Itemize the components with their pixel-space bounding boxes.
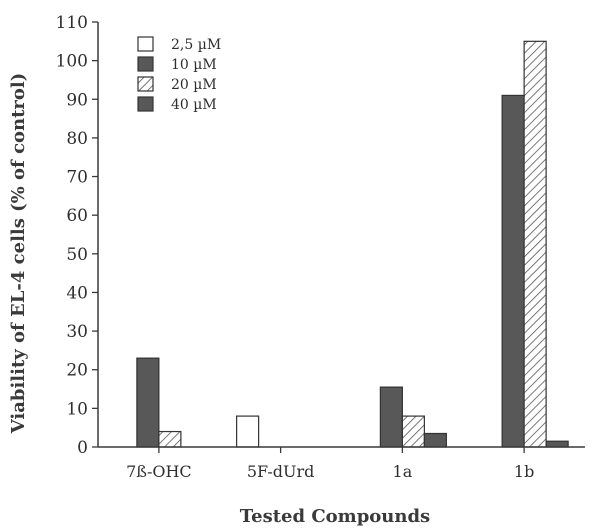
bar [545, 440, 569, 448]
x-category-label: 5F-dUrd [247, 462, 315, 481]
legend-swatch [137, 56, 154, 72]
y-tick-label: 0 [77, 438, 88, 458]
y-tick-label: 60 [66, 206, 88, 226]
legend-swatch [137, 96, 154, 112]
x-categories-layer: 7ß-OHC 5F-dUrd 1a 1b [126, 447, 534, 481]
legend-swatch [137, 76, 154, 92]
bar [523, 40, 547, 448]
y-ticks-layer: 0 10 20 30 40 50 60 70 80 90 100 110 [56, 13, 98, 458]
legend-label: 10 µM [171, 57, 217, 73]
y-tick-label: 100 [56, 52, 88, 72]
y-tick-label: 40 [66, 283, 88, 303]
bar [401, 415, 425, 448]
y-tick-label: 80 [66, 129, 88, 149]
y-tick-label: 90 [66, 90, 88, 110]
bar [379, 386, 403, 448]
y-tick-label: 10 [66, 399, 88, 419]
y-tick-label: 70 [66, 168, 88, 188]
bar [501, 94, 525, 448]
legend-label: 2,5 µM [171, 37, 221, 53]
bars-layer [136, 40, 569, 448]
bar [158, 430, 182, 448]
legend-label: 20 µM [171, 77, 217, 93]
axes-layer [97, 22, 585, 448]
x-axis-title: Tested Compounds [240, 506, 430, 527]
x-category-label: 1b [514, 462, 534, 481]
x-category-label: 1a [393, 462, 413, 481]
y-tick-label: 50 [66, 245, 88, 265]
legend: 2,5 µM 10 µM 20 µM 40 µM [137, 36, 221, 113]
bar [423, 432, 447, 448]
bar [236, 415, 260, 448]
legend-label: 40 µM [171, 97, 217, 113]
legend-swatch [137, 36, 154, 52]
y-tick-label: 30 [66, 322, 88, 342]
y-tick-label: 110 [56, 13, 88, 33]
x-category-label: 7ß-OHC [126, 462, 192, 481]
y-tick-label: 20 [66, 361, 88, 381]
y-axis-title: Viability of EL-4 cells (% of control) [8, 73, 29, 435]
bar [136, 357, 160, 448]
